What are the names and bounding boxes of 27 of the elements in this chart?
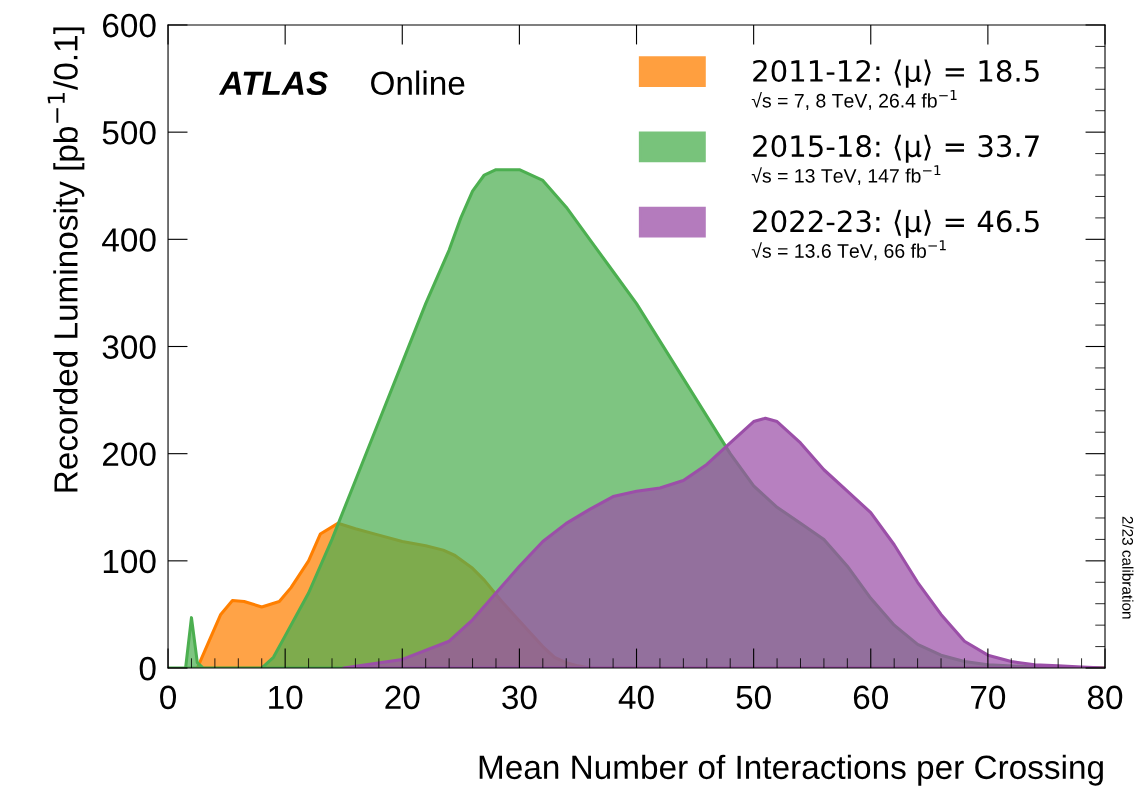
x-tick-label: 80 <box>1087 685 1123 710</box>
annotation: √s = 7, 8 TeV, 26.4 fb$^{−1}$ <box>751 90 957 110</box>
annotation: ATLAS <box>218 71 328 96</box>
x-tick-label: 30 <box>502 685 537 710</box>
legend-label: 2015-18: ⟨μ⟩ = 33.7 <box>753 134 1039 163</box>
annotation: Online <box>371 70 465 96</box>
annotation: √s = 13.6 TeV, 66 fb$^{−1}$ <box>751 240 946 261</box>
legend-label: 2022-23: ⟨μ⟩ = 46.5 <box>753 209 1039 239</box>
x-tick-label: 60 <box>853 685 888 710</box>
y-tick-label: 200 <box>102 442 156 467</box>
y-tick-label: 600 <box>103 13 156 38</box>
y-tick-label: 300 <box>102 335 156 359</box>
y-tick-label: 0 <box>139 656 156 681</box>
x-tick-label: 0 <box>160 685 176 710</box>
y-tick-label: 400 <box>102 228 156 252</box>
annotation: √s = 13 TeV, 147 fb$^{−1}$ <box>751 165 941 186</box>
x-tick-label: 50 <box>736 685 771 710</box>
x-tick-label: 70 <box>971 685 1006 710</box>
y-axis-title: Recorded Luminosity [pb$^{−1}$/0.1] <box>47 27 85 492</box>
text: 2/23 calibration <box>1122 516 1134 619</box>
x-tick-label: 10 <box>269 685 303 710</box>
x-axis-title: Mean Number of Interactions per Crossing <box>479 754 1103 786</box>
y-tick-label: 500 <box>102 120 156 145</box>
x-tick-label: 20 <box>385 685 420 710</box>
legend-label: 2011-12: ⟨μ⟩ = 18.5 <box>753 59 1039 88</box>
y-tick-label: 100 <box>103 549 156 574</box>
x-tick-label: 40 <box>618 685 654 710</box>
